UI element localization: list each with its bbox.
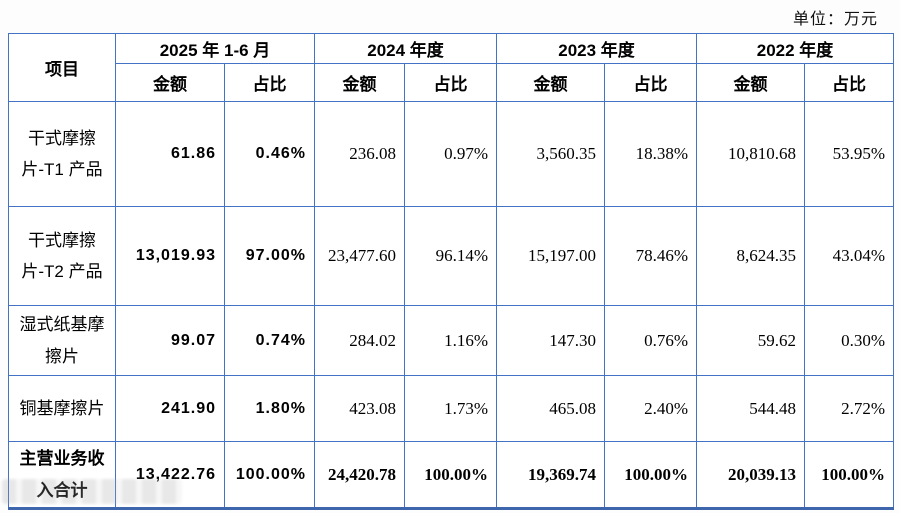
col-header-2023: 2023 年度 [496, 33, 698, 64]
ratio-cell: 1.80% [224, 375, 315, 442]
table-row: 湿式纸基摩擦片 99.07 0.74% 284.02 1.16% 147.30 … [8, 305, 895, 376]
amount-cell: 20,039.13 [696, 441, 806, 510]
table-row-total: 主营业务收入合计 13,422.76 100.00% 24,420.78 100… [8, 441, 895, 510]
amount-cell: 465.08 [496, 375, 606, 442]
amount-cell: 3,560.35 [496, 101, 606, 207]
amount-cell: 23,477.60 [314, 206, 405, 306]
subheader-ratio-2023: 占比 [604, 63, 698, 102]
amount-cell: 423.08 [314, 375, 405, 442]
row-label: 湿式纸基摩擦片 [8, 305, 116, 376]
col-header-item: 项目 [8, 33, 116, 102]
ratio-cell: 0.97% [403, 101, 498, 207]
ratio-cell: 0.30% [804, 305, 895, 376]
unit-label: 单位：万元 [792, 11, 878, 28]
amount-cell: 59.62 [696, 305, 806, 376]
col-header-2025h1: 2025 年 1-6 月 [115, 33, 315, 64]
row-label: 干式摩擦片-T1 产品 [8, 101, 116, 207]
amount-cell: 544.48 [696, 375, 806, 442]
table-row: 干式摩擦片-T1 产品 61.86 0.46% 236.08 0.97% 3,5… [8, 101, 895, 207]
col-header-2022: 2022 年度 [696, 33, 895, 64]
amount-cell: 284.02 [314, 305, 405, 376]
ratio-cell: 100.00% [224, 441, 315, 510]
ratio-cell: 78.46% [604, 206, 698, 306]
ratio-cell: 100.00% [604, 441, 698, 510]
amount-cell: 10,810.68 [696, 101, 806, 207]
col-header-2024: 2024 年度 [313, 33, 498, 64]
subheader-ratio-2024: 占比 [403, 63, 498, 102]
amount-cell: 236.08 [314, 101, 405, 207]
table-row: 铜基摩擦片 241.90 1.80% 423.08 1.73% 465.08 2… [8, 375, 895, 442]
amount-cell: 19,369.74 [496, 441, 606, 510]
row-label: 干式摩擦片-T2 产品 [8, 206, 116, 306]
amount-cell: 24,420.78 [314, 441, 405, 510]
subheader-ratio-2022: 占比 [804, 63, 895, 102]
amount-cell: 241.90 [115, 375, 225, 442]
ratio-cell: 2.72% [804, 375, 895, 442]
subheader-amount-2025h1: 金额 [115, 63, 225, 102]
amount-cell: 61.86 [115, 101, 225, 207]
ratio-cell: 43.04% [804, 206, 895, 306]
subheader-amount-2024: 金额 [314, 63, 405, 102]
ratio-cell: 1.73% [403, 375, 498, 442]
ratio-cell: 0.46% [224, 101, 315, 207]
ratio-cell: 96.14% [403, 206, 498, 306]
amount-cell: 8,624.35 [696, 206, 806, 306]
ratio-cell: 53.95% [804, 101, 895, 207]
ratio-cell: 0.76% [604, 305, 698, 376]
ratio-cell: 2.40% [604, 375, 698, 442]
row-label: 主营业务收入合计 [8, 441, 116, 510]
amount-cell: 15,197.00 [496, 206, 606, 306]
ratio-cell: 97.00% [224, 206, 315, 306]
amount-cell: 99.07 [115, 305, 225, 376]
ratio-cell: 100.00% [804, 441, 895, 510]
amount-cell: 147.30 [496, 305, 606, 376]
ratio-cell: 18.38% [604, 101, 698, 207]
revenue-breakdown-table: 项目 2025 年 1-6 月 2024 年度 2023 年度 2022 年度 … [8, 33, 895, 510]
subheader-amount-2023: 金额 [496, 63, 606, 102]
ratio-cell: 100.00% [403, 441, 498, 510]
subheader-ratio-2025h1: 占比 [224, 63, 315, 102]
subheader-amount-2022: 金额 [696, 63, 806, 102]
ratio-cell: 0.74% [224, 305, 315, 376]
amount-cell: 13,019.93 [115, 206, 225, 306]
table-row: 干式摩擦片-T2 产品 13,019.93 97.00% 23,477.60 9… [8, 206, 895, 306]
ratio-cell: 1.16% [403, 305, 498, 376]
row-label: 铜基摩擦片 [8, 375, 116, 442]
amount-cell: 13,422.76 [115, 441, 225, 510]
